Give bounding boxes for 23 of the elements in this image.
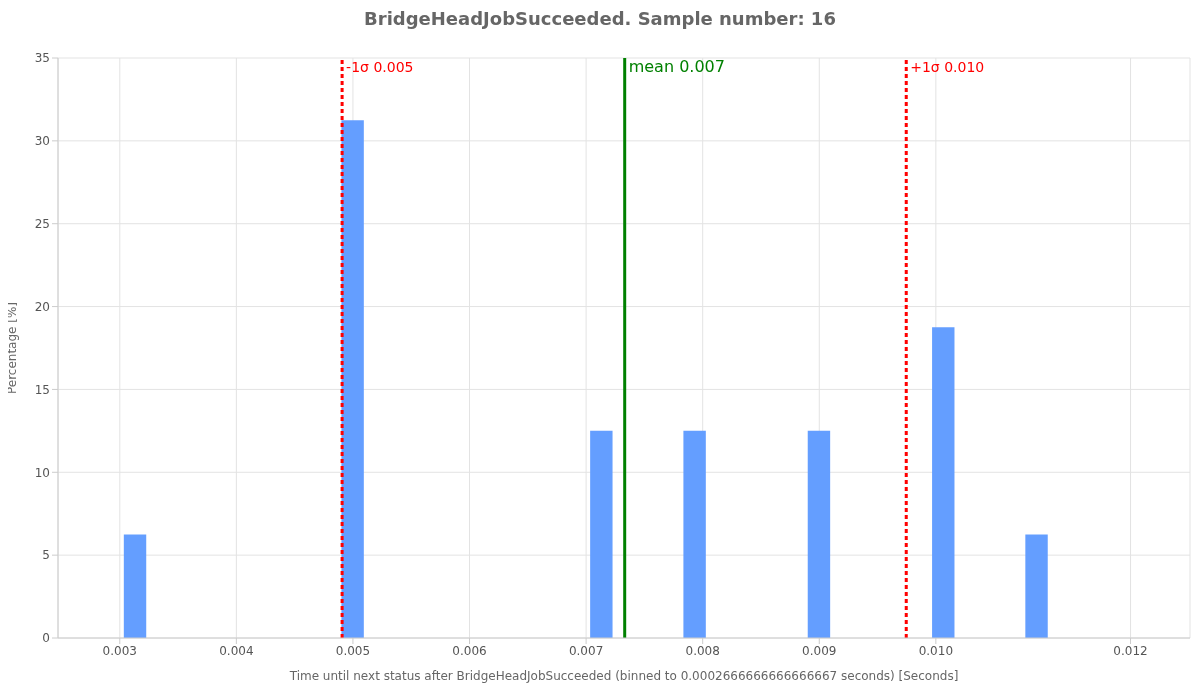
x-tick-label: 0.003: [102, 643, 137, 658]
ref-line-label: -1σ 0.005: [346, 59, 414, 75]
x-axis-title: Time until next status after BridgeHeadJobSucceeded (binned to 0.0002666666666666667 seconds) [Seconds]: [288, 669, 959, 683]
x-tick-label: 0.006: [452, 643, 487, 658]
x-tick-label: 0.008: [685, 643, 720, 658]
y-tick-label: 10: [34, 465, 50, 480]
x-tick-label: 0.007: [568, 643, 604, 658]
chart-title: BridgeHeadJobSucceeded. Sample number: 16: [363, 8, 837, 31]
ref-line-label: mean 0.007: [628, 57, 725, 76]
x-tick-label: 0.010: [918, 643, 954, 658]
y-axis-title: Percentage [%]: [5, 301, 20, 395]
y-tick-label: 30: [34, 134, 50, 149]
y-tick-label: 15: [34, 382, 50, 397]
y-tick-label: 25: [34, 216, 50, 231]
y-tick-label: 5: [42, 548, 50, 563]
x-tick-label: 0.009: [802, 643, 837, 658]
y-tick-label: 35: [34, 51, 50, 66]
ref-line-label: +1σ 0.010: [910, 59, 985, 75]
y-tick-label: 20: [34, 299, 50, 314]
x-tick-label: 0.012: [1113, 643, 1148, 658]
y-tick-label: 0: [42, 631, 50, 646]
x-tick-label: 0.004: [219, 643, 254, 658]
x-tick-label: 0.005: [335, 643, 371, 658]
